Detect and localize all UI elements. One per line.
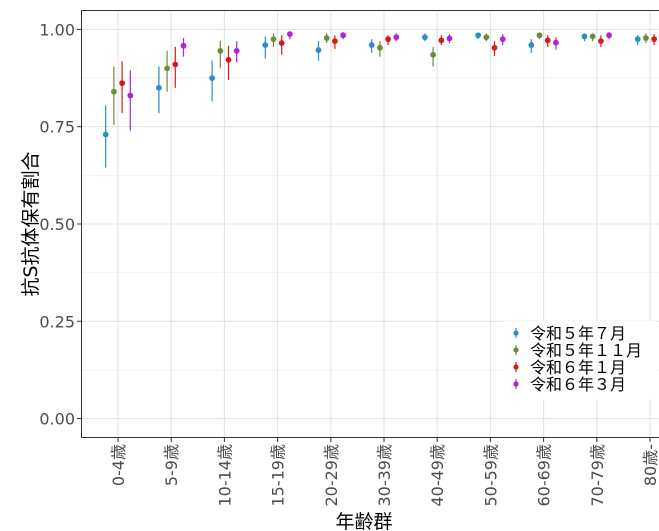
- data-point: [483, 34, 490, 41]
- x-tick-label: 15-19歳: [269, 444, 288, 507]
- legend-label: 令和６年３月: [530, 375, 626, 394]
- data-point: [368, 42, 375, 48]
- legend-background: [504, 321, 656, 399]
- x-tick-label: 20-29歳: [322, 444, 341, 507]
- data-point: [606, 32, 612, 39]
- data-point: [172, 61, 179, 68]
- data-point: [553, 39, 559, 46]
- data-point: [111, 88, 117, 95]
- y-tick-label: 1.00: [39, 20, 75, 39]
- data-point: [446, 35, 453, 42]
- data-point: [209, 75, 216, 81]
- data-point: [225, 56, 232, 63]
- data-point: [581, 33, 588, 40]
- data-point: [180, 42, 187, 49]
- x-tick-label: 5-9歳: [162, 444, 181, 486]
- data-point: [119, 80, 125, 87]
- data-point: [278, 40, 285, 46]
- x-tick-label: 60-69歳: [535, 444, 554, 507]
- y-axis: 0.00 0.25 0.50 0.75 1.00: [39, 20, 81, 429]
- data-point: [340, 32, 346, 39]
- data-point: [598, 38, 604, 45]
- data-point: [475, 32, 481, 39]
- x-tick-label: 40-49歳: [428, 444, 447, 507]
- x-axis-title: 年齢群: [335, 511, 392, 531]
- x-tick-label: 70-79歳: [588, 444, 607, 507]
- plot-border: [81, 10, 659, 438]
- data-point: [287, 31, 293, 38]
- data-point: [589, 33, 596, 40]
- data-point: [491, 44, 498, 51]
- data-point: [323, 35, 330, 41]
- data-point: [393, 34, 400, 41]
- data-point: [643, 35, 649, 41]
- legend-key-point: [513, 330, 519, 336]
- data-point: [164, 65, 171, 72]
- legend-label: 令和５年１１月: [530, 341, 642, 360]
- y-tick-label: 0.25: [39, 312, 75, 331]
- data-point: [332, 38, 338, 45]
- data-point: [270, 36, 277, 43]
- x-axis: 0-4歳 5-9歳 10-14歳 15-19歳 20-29歳 30-39歳 40-49歳 50…: [109, 438, 659, 507]
- y-axis-title: 抗S抗体保有割合: [20, 151, 42, 296]
- x-tick-label: 0-4歳: [109, 444, 128, 486]
- y-tick-label: 0.75: [39, 118, 75, 137]
- data-points: [102, 31, 657, 138]
- legend-key-point: [513, 381, 519, 387]
- legend-label: 令和５年７月: [530, 324, 626, 343]
- data-point: [262, 42, 269, 48]
- data-point: [156, 84, 162, 91]
- data-point: [377, 44, 383, 51]
- data-point: [651, 36, 657, 43]
- y-tick-label: 0.00: [39, 410, 75, 429]
- legend-key-point: [513, 347, 519, 353]
- x-tick-label: 50-59歳: [481, 444, 500, 507]
- x-tick-label: 10-14歳: [215, 444, 234, 507]
- data-point: [536, 32, 543, 39]
- y-tick-label: 0.50: [39, 215, 75, 234]
- data-point: [127, 92, 134, 99]
- data-point: [315, 47, 322, 53]
- data-point: [528, 42, 535, 48]
- data-point: [438, 37, 445, 44]
- data-point: [385, 36, 391, 43]
- data-point: [544, 37, 551, 44]
- legend-key-point: [513, 364, 519, 370]
- x-tick-label: 80歳-: [641, 444, 659, 486]
- data-point: [430, 51, 436, 58]
- data-point: [217, 47, 224, 54]
- data-point: [102, 131, 109, 138]
- legend-label: 令和６年１月: [530, 358, 626, 377]
- x-tick-label: 30-39歳: [375, 444, 394, 507]
- data-point: [233, 47, 240, 54]
- data-point: [422, 34, 428, 41]
- data-point: [499, 36, 506, 43]
- data-point: [634, 36, 641, 43]
